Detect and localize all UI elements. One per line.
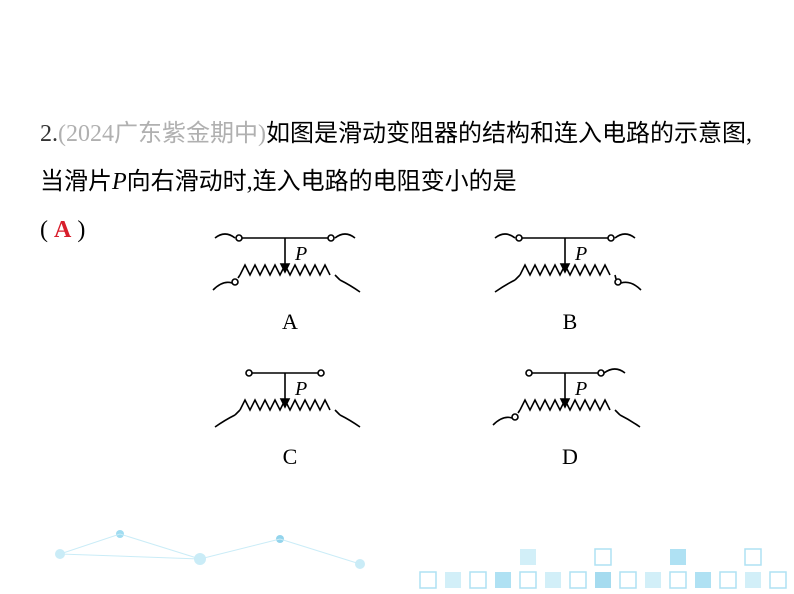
- diagram-row-1: P A: [150, 220, 710, 335]
- slider-label-a: P: [294, 243, 307, 265]
- question-content: 2.(2024广东紫金期中)如图是滑动变阻器的结构和连入电路的示意图,当滑片P向…: [0, 0, 794, 254]
- question-text-2: 向右滑动时,连入电路的电阻变小的是: [127, 169, 517, 195]
- diagram-c: P C: [205, 355, 375, 470]
- circuit-diagram-d: P: [485, 355, 655, 435]
- slider-label-c: P: [294, 378, 307, 400]
- label-c: C: [205, 444, 375, 470]
- slider-label-d: P: [574, 378, 587, 400]
- answer-letter: A: [54, 217, 71, 243]
- label-d: D: [485, 444, 655, 470]
- label-b: B: [485, 309, 655, 335]
- diagram-d: P D: [485, 355, 655, 470]
- diagrams-container: P A: [150, 220, 710, 490]
- diagram-b: P B: [485, 220, 655, 335]
- diagram-row-2: P C: [150, 355, 710, 470]
- question-number: 2.: [40, 121, 58, 147]
- question-source: (2024广东紫金期中): [58, 121, 266, 147]
- label-a: A: [205, 309, 375, 335]
- diagram-a: P A: [205, 220, 375, 335]
- footer-decoration: [0, 484, 794, 594]
- circuit-diagram-a: P: [205, 220, 375, 300]
- circuit-diagram-c: P: [205, 355, 375, 435]
- open-paren: (: [40, 217, 48, 243]
- close-paren: ): [77, 217, 85, 243]
- slider-variable: P: [112, 169, 127, 195]
- slider-label-b: P: [574, 243, 587, 265]
- circuit-diagram-b: P: [485, 220, 655, 300]
